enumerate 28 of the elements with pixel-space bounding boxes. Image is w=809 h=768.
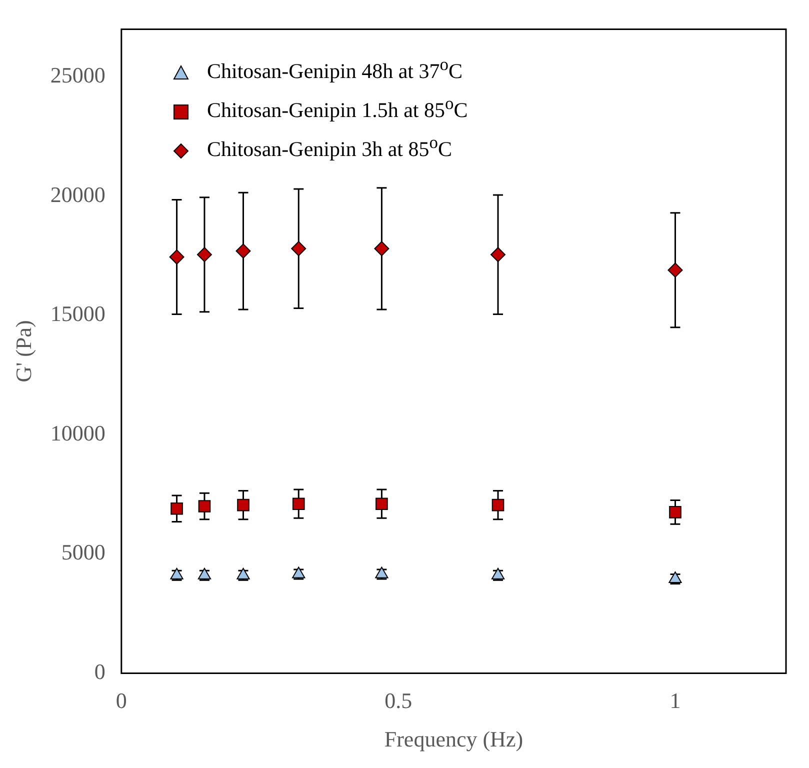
- y-tick-label: 20000: [50, 182, 106, 207]
- point: [292, 498, 305, 510]
- y-tick-label: 25000: [50, 62, 106, 88]
- point: [196, 247, 212, 262]
- y-tick-label: 0: [94, 658, 106, 684]
- point: [237, 498, 250, 512]
- x-tick-label: 0: [116, 688, 127, 714]
- x-axis-title: Frequency (Hz): [384, 726, 524, 752]
- y-tick-label: 15000: [50, 301, 106, 326]
- x-tick-label: 1: [670, 688, 681, 714]
- point: [198, 500, 211, 512]
- y-axis-title: G' (Pa): [10, 320, 36, 382]
- legend-label: Chitosan-Genipin 1.5h at 85$^{o}$C: [207, 93, 468, 122]
- point: [169, 249, 184, 264]
- point: [492, 498, 504, 512]
- legend-label: Chitosan-Genipin 48h at 37$^{o}$C: [207, 54, 462, 83]
- point: [170, 502, 183, 515]
- point: [236, 244, 251, 259]
- x-tick-label: 0.5: [384, 688, 412, 714]
- point: [376, 498, 388, 510]
- point: [669, 506, 682, 518]
- y-tick-label: 10000: [50, 420, 106, 446]
- legend-label: Chitosan-Genipin 3h at 85$^{o}$C: [207, 132, 452, 161]
- point: [490, 247, 506, 262]
- point: [668, 262, 683, 278]
- point: [374, 241, 390, 256]
- y-tick-label: 5000: [61, 540, 106, 565]
- point: [291, 241, 306, 256]
